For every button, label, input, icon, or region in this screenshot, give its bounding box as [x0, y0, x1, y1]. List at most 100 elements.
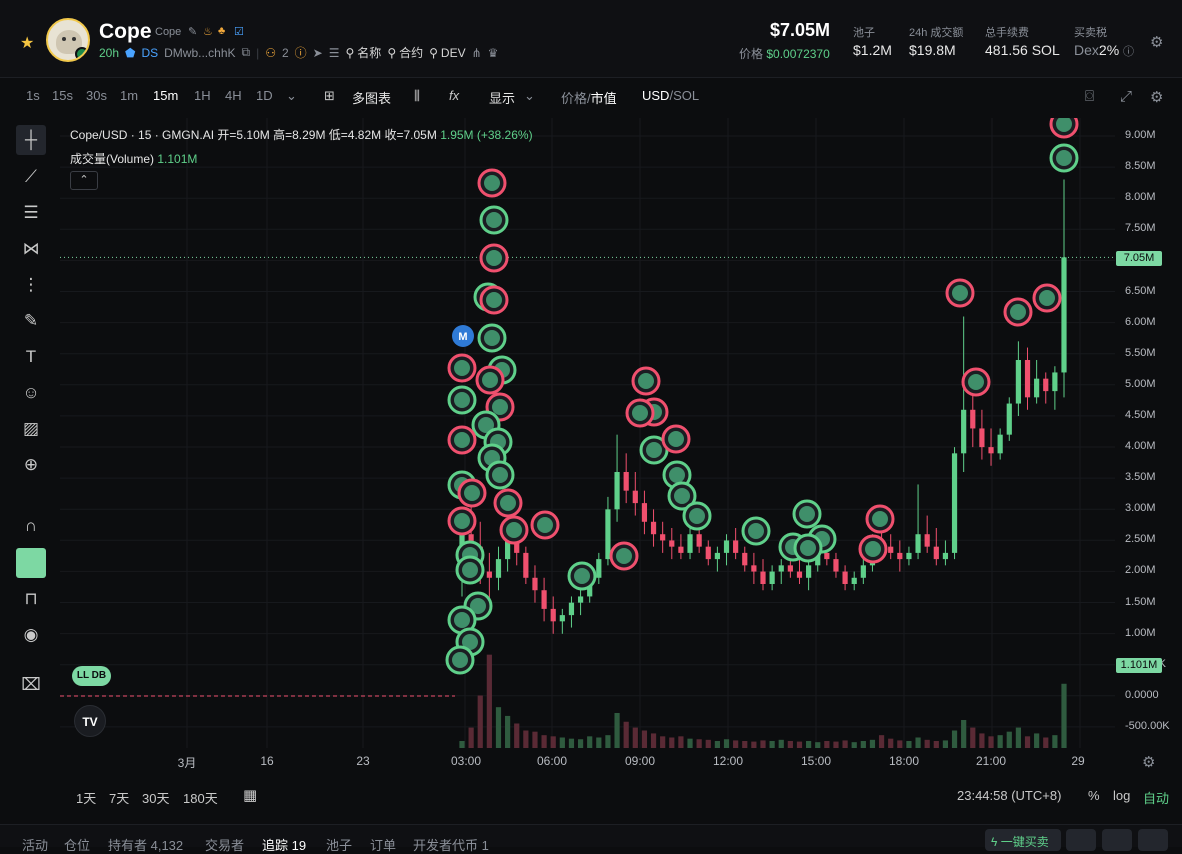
volume-bar: [942, 740, 949, 748]
candle-body: [714, 552, 720, 560]
fib-icon[interactable]: ⋮: [22, 275, 40, 294]
candle-body: [514, 540, 520, 553]
stay-drawing-toggle[interactable]: [16, 548, 46, 578]
price-value: $0.0072370: [766, 47, 830, 61]
range-180d[interactable]: 180天: [183, 791, 218, 806]
text-tool-icon[interactable]: T: [25, 347, 37, 366]
chart-settings-icon[interactable]: ⚙: [1150, 89, 1164, 106]
volume-bar: [878, 735, 885, 748]
ds-label[interactable]: DS: [141, 45, 159, 60]
contract-address[interactable]: DMwb...chhK: [164, 45, 236, 60]
trader-avatar-icon: [689, 508, 705, 524]
interval-1m[interactable]: 1m: [120, 88, 139, 103]
menu-icon[interactable]: ☰: [328, 45, 340, 60]
calendar-icon[interactable]: ▦: [243, 787, 258, 804]
interval-15s[interactable]: 15s: [52, 88, 73, 103]
crosshair-icon[interactable]: ┼: [16, 125, 46, 155]
volume-bar: [660, 736, 666, 748]
tab-activity[interactable]: 活动: [22, 838, 49, 853]
eye-icon[interactable]: ◉: [23, 625, 39, 644]
panel-button[interactable]: [1138, 829, 1168, 851]
time-axis[interactable]: 3月 16 23 03:00 06:00 09:00 12:00 15:00 18:00 21:0…: [60, 748, 1115, 774]
tab-positions[interactable]: 仓位: [64, 838, 91, 853]
favorite-star-icon[interactable]: ★: [20, 35, 35, 52]
volume-bar: [705, 739, 711, 748]
tradingview-logo[interactable]: TV: [74, 705, 106, 737]
tax-row: Dex2% ⓘ: [1074, 42, 1134, 59]
lldb-badge[interactable]: LL DB: [72, 666, 111, 686]
interval-4h[interactable]: 4H: [225, 88, 242, 103]
price-axis[interactable]: 9.00M8.50M8.00M7.50M7.00M6.50M6.00M5.50M…: [1115, 118, 1182, 748]
layout-button[interactable]: [1102, 829, 1132, 851]
display-button[interactable]: 显示: [489, 91, 516, 106]
range-7d[interactable]: 7天: [109, 791, 130, 806]
trash-icon[interactable]: ⌧: [21, 675, 41, 694]
pattern-icon[interactable]: ⋈: [22, 239, 40, 258]
emoji-icon[interactable]: ☺: [22, 383, 40, 402]
search-dev-button[interactable]: ⚲ DEV: [429, 46, 465, 60]
range-1d[interactable]: 1天: [76, 791, 97, 806]
camera-icon[interactable]: ⌼: [1085, 88, 1095, 105]
candle-body: [632, 490, 638, 504]
trendline-icon[interactable]: ⟋: [25, 167, 37, 186]
chevron-down-icon[interactable]: ⌄: [524, 88, 535, 103]
auto-toggle[interactable]: 自动: [1143, 791, 1170, 806]
collapse-legend-button[interactable]: ⌃: [70, 171, 98, 190]
interval-30s[interactable]: 30s: [86, 88, 107, 103]
share-icon[interactable]: ⋔: [471, 45, 482, 60]
search-contract-button[interactable]: ⚲ 合约: [387, 44, 423, 61]
currency-toggle[interactable]: USD/SOL: [642, 88, 700, 103]
chevron-down-icon[interactable]: ⌄: [286, 88, 297, 103]
indicators-icon[interactable]: fx: [449, 88, 460, 103]
candle-body: [1043, 378, 1049, 392]
trader-avatar-icon: [638, 373, 654, 389]
legend-title: Cope/USD · 15 · GMGN.AI: [70, 128, 215, 142]
tab-orders[interactable]: 订单: [370, 838, 397, 853]
tab-tracking[interactable]: 追踪 19: [262, 838, 307, 853]
interval-1d[interactable]: 1D: [256, 88, 273, 103]
copy-icon[interactable]: ⧉: [241, 45, 251, 59]
price-chart[interactable]: M: [60, 109, 1115, 748]
search-name-button[interactable]: ⚲ 名称: [346, 44, 382, 61]
tab-pools[interactable]: 池子: [326, 838, 353, 853]
brush-icon[interactable]: ✎: [23, 311, 39, 330]
ruler-icon[interactable]: ▨: [22, 419, 40, 438]
fullscreen-icon[interactable]: ⤢: [1120, 88, 1133, 105]
add-chart-icon[interactable]: ⊞: [324, 88, 335, 103]
candle-type-icon[interactable]: ⫼: [414, 88, 420, 103]
settings-gear-icon[interactable]: ⚙: [1150, 34, 1164, 51]
interval-15m[interactable]: 15m: [153, 88, 179, 103]
percent-toggle[interactable]: %: [1088, 788, 1100, 803]
crown-icon[interactable]: ♛: [487, 45, 499, 60]
quick-trade-button[interactable]: ϟ 一键买卖: [985, 829, 1061, 851]
magnet-icon[interactable]: ∩: [24, 516, 38, 535]
telegram-icon[interactable]: ➤: [312, 45, 323, 60]
tab-dev-tokens[interactable]: 开发者代币 1: [413, 838, 489, 853]
volume-bar: [1043, 737, 1049, 748]
log-toggle[interactable]: log: [1113, 788, 1131, 803]
pool-label: 池子: [853, 27, 875, 39]
lock-icon[interactable]: ⊓: [24, 589, 38, 608]
volume-bar: [924, 739, 930, 748]
volume-bar: [550, 736, 556, 748]
horizontal-lines-icon[interactable]: ☰: [23, 203, 39, 222]
candle-body: [623, 472, 629, 491]
range-30d[interactable]: 30天: [142, 791, 170, 806]
multi-chart-button[interactable]: 多图表: [352, 91, 392, 106]
tab-traders[interactable]: 交易者: [205, 838, 245, 853]
interval-1s[interactable]: 1s: [26, 88, 40, 103]
candle-body: [942, 552, 949, 560]
price-row: 价格 $0.0072370: [739, 45, 830, 62]
tab-holders[interactable]: 持有者 4,132: [108, 838, 184, 853]
edit-icon[interactable]: ✎: [188, 26, 198, 38]
price-mcap-toggle[interactable]: 价格/市值: [561, 91, 617, 106]
candle-body: [778, 565, 784, 572]
zoom-icon[interactable]: ⊕: [23, 455, 39, 474]
link-button[interactable]: [1066, 829, 1096, 851]
axis-settings-icon[interactable]: ⚙: [1142, 754, 1156, 771]
info-icon[interactable]: ⓘ: [1123, 46, 1135, 58]
y-tick-label: 9.00M: [1125, 129, 1156, 141]
warning-icon[interactable]: ⓘ: [294, 46, 307, 60]
interval-1h[interactable]: 1H: [194, 88, 211, 103]
chart-canvas[interactable]: M: [60, 109, 1115, 748]
